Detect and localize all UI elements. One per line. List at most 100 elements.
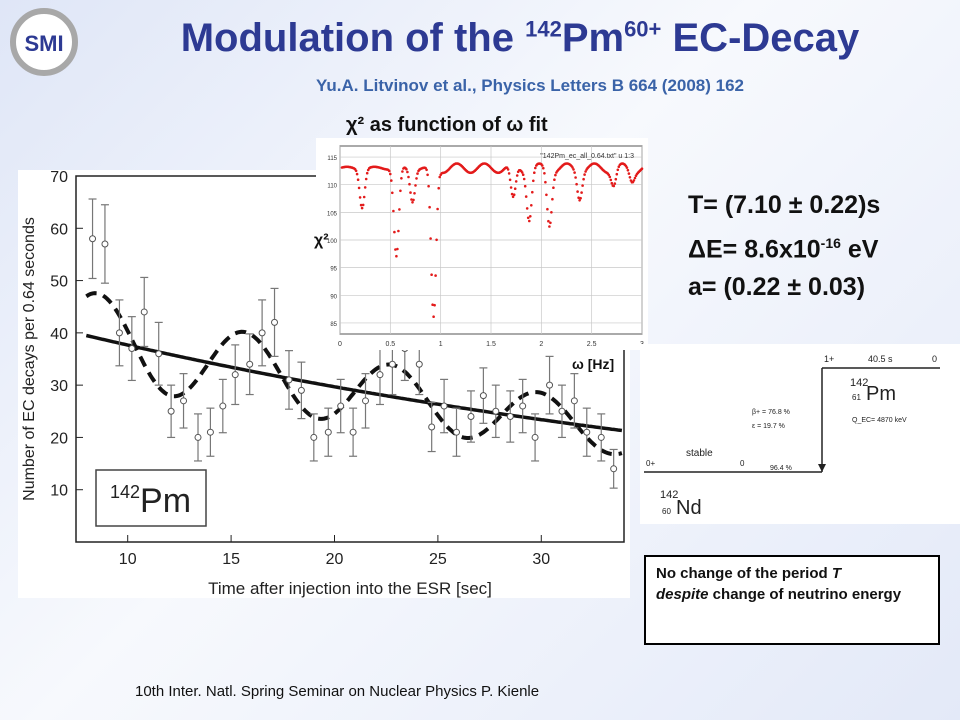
chi-square-point — [542, 166, 545, 170]
data-point — [376, 371, 384, 379]
period-result: T= (7.10 ± 0.22)s — [688, 191, 881, 219]
chi-square-point — [427, 184, 430, 188]
logo-text: SMI — [24, 31, 63, 56]
chi-square-point — [614, 177, 618, 181]
data-point — [324, 428, 332, 436]
data-point — [597, 433, 605, 441]
chi-square-point — [584, 170, 587, 173]
chi-square-point — [571, 166, 574, 169]
chi-square-point — [533, 171, 536, 174]
inset-y-tick-label: 95 — [330, 267, 337, 273]
chi-square-point — [507, 172, 511, 175]
chi-square-point — [358, 196, 362, 199]
chi-square-point — [612, 184, 616, 188]
chi-square-point — [389, 172, 392, 176]
inset-y-tick-label: 100 — [327, 239, 338, 245]
data-point — [194, 433, 202, 441]
x-tick-label: 15 — [222, 551, 240, 568]
chi-square-point — [396, 247, 399, 251]
daughter-element: Nd — [676, 497, 702, 519]
chi-square-point — [582, 177, 585, 181]
data-point — [492, 407, 500, 415]
chi-square-point — [364, 177, 368, 181]
chi-square-point — [437, 186, 440, 190]
chi-square-point — [416, 172, 419, 175]
chi-square-point — [544, 180, 547, 184]
data-point — [128, 345, 136, 353]
chi-square-point — [508, 178, 512, 182]
slide-title: Modulation of the 142Pm60+ EC-Decay — [130, 14, 910, 62]
chi-square-point — [551, 197, 554, 201]
y-tick-label: 70 — [50, 170, 68, 186]
y-tick-label: 60 — [50, 221, 68, 238]
chi-square-point — [392, 209, 395, 213]
energy-exponent: -16 — [820, 235, 841, 251]
y-tick-label: 40 — [50, 326, 68, 343]
x-axis-label: Time after injection into the ESR [sec] — [208, 579, 492, 598]
exponential-fit-line — [85, 333, 623, 433]
chi-square-point — [356, 178, 360, 181]
chi-square-point — [626, 168, 630, 172]
chi-square-point — [528, 219, 531, 223]
chi-square-point — [433, 303, 436, 307]
chi-square-point — [554, 173, 557, 177]
parent-element: Pm — [866, 383, 896, 405]
chi-square-point — [361, 203, 365, 207]
chi-square-point — [640, 167, 644, 170]
chi-square-point — [365, 171, 369, 175]
inset-y-tick-label: 115 — [327, 156, 337, 162]
note-text-end: change of neutrino energy — [708, 586, 902, 603]
chi-square-point — [532, 179, 535, 183]
daughter-branch: 96.4 % — [770, 465, 792, 472]
chi-square-point — [609, 178, 613, 182]
data-point — [558, 407, 566, 415]
chi-square-point — [625, 166, 629, 169]
chi-square-point — [522, 177, 526, 181]
title-suffix: EC-Decay — [661, 16, 860, 60]
chi-square-point — [530, 204, 533, 207]
data-point — [506, 413, 514, 421]
chi-square-point — [388, 169, 391, 173]
data-point — [467, 413, 475, 421]
chi-square-point — [408, 182, 411, 186]
chi-square-point — [434, 274, 437, 277]
chi-square-point — [410, 198, 413, 201]
beta-branch: β+ = 76.8 % — [752, 409, 790, 416]
chi-square-point — [521, 173, 525, 176]
chi-square-point — [400, 177, 403, 180]
modulated-fit-line — [85, 291, 623, 457]
data-point — [140, 308, 148, 316]
energy-unit: eV — [840, 235, 879, 264]
chi-square-point — [510, 192, 514, 196]
data-point — [415, 360, 423, 368]
chi-square-point — [406, 170, 409, 174]
daughter-energy: 0 — [740, 459, 745, 468]
data-point — [610, 465, 618, 473]
data-point — [440, 402, 448, 410]
q-value: Q_EC= 4870 keV — [852, 417, 907, 424]
chi-square-point — [529, 215, 532, 218]
data-point — [89, 235, 97, 243]
chi-square-point — [435, 238, 438, 242]
data-point — [167, 407, 175, 415]
data-point — [258, 329, 266, 337]
title-charge-state: 60+ — [624, 16, 662, 42]
daughter-atomic-number: 60 — [662, 507, 671, 516]
inset-y-tick-label: 110 — [327, 184, 337, 190]
data-point — [180, 397, 188, 405]
inset-x-tick-label: 1 — [439, 341, 443, 348]
chi-square-point — [431, 303, 434, 306]
ec-branch: ε = 19.7 % — [752, 423, 785, 430]
data-point — [101, 240, 109, 248]
chi-square-point — [578, 199, 581, 202]
data-point — [388, 360, 396, 368]
x-tick-label: 20 — [326, 551, 344, 568]
inset-x-tick-label: 0.5 — [385, 341, 395, 348]
inset-y-tick-label: 85 — [330, 322, 337, 328]
chi-square-point — [526, 216, 530, 220]
inset-legend: "142Pm_ec_all_0.64.txt" u 1:3 — [540, 153, 634, 160]
parent-mass-number: 142 — [850, 377, 868, 389]
energy-result: ΔE= 8.6x10-16 eV — [688, 224, 880, 268]
chi-square-point — [360, 206, 364, 210]
chi-square-point — [628, 176, 632, 179]
